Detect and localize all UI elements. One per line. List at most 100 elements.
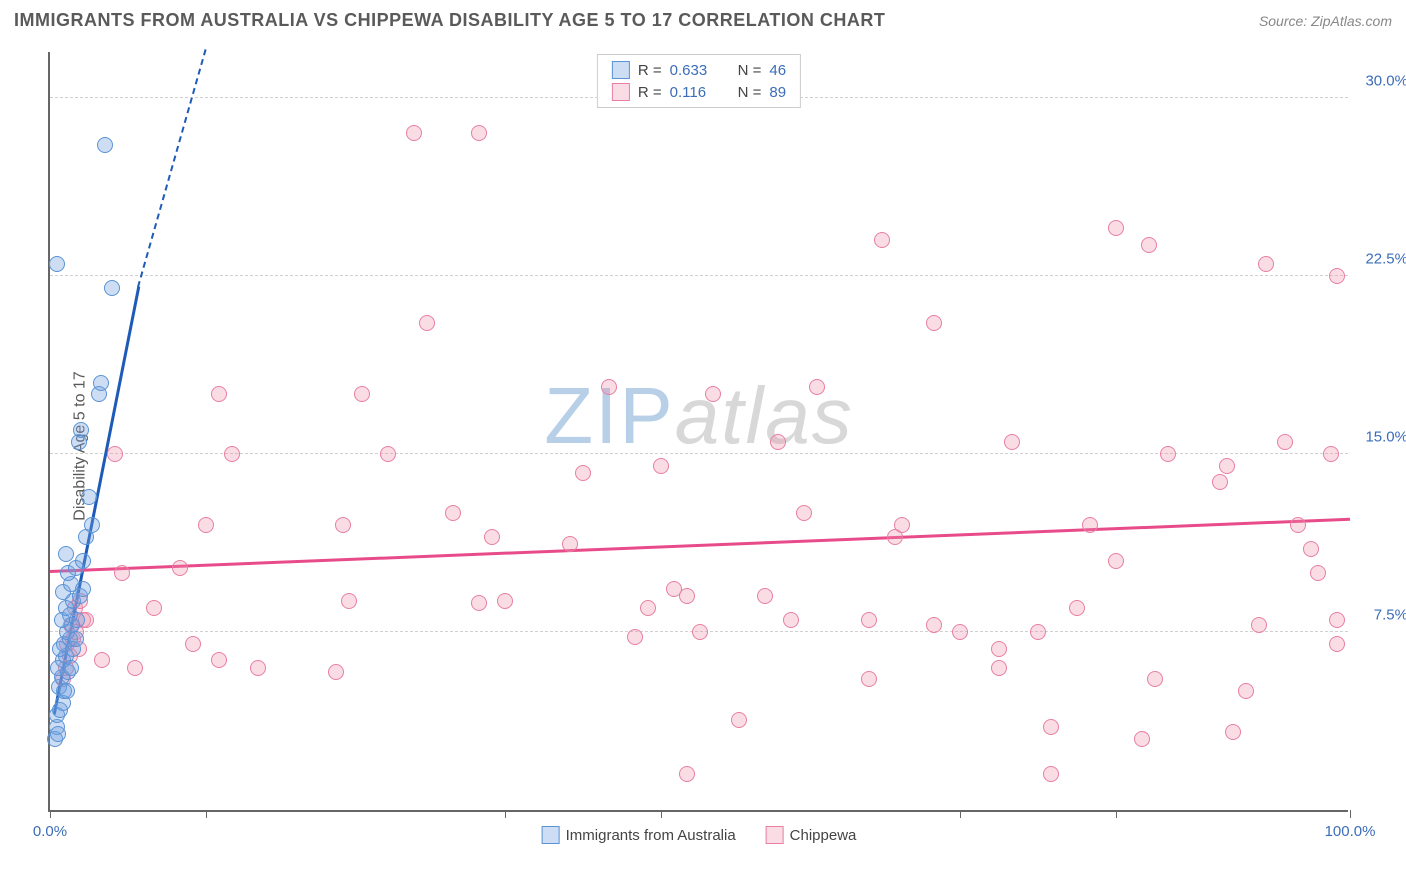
data-point-chippewa — [1147, 671, 1163, 687]
data-point-chippewa — [679, 766, 695, 782]
data-point-chippewa — [562, 536, 578, 552]
legend-item-chippewa: Chippewa — [766, 826, 857, 844]
data-point-chippewa — [952, 624, 968, 640]
data-point-chippewa — [783, 612, 799, 628]
data-point-chippewa — [1082, 517, 1098, 533]
x-tick — [206, 810, 207, 818]
data-point-chippewa — [640, 600, 656, 616]
data-point-chippewa — [601, 379, 617, 395]
data-point-australia — [63, 660, 79, 676]
data-point-chippewa — [705, 386, 721, 402]
data-point-chippewa — [1329, 636, 1345, 652]
data-point-chippewa — [380, 446, 396, 462]
x-tick — [1116, 810, 1117, 818]
r-value: 0.633 — [670, 62, 720, 79]
y-tick-label: 15.0% — [1365, 428, 1406, 445]
data-point-chippewa — [1134, 731, 1150, 747]
data-point-australia — [58, 546, 74, 562]
data-point-chippewa — [1258, 256, 1274, 272]
data-point-chippewa — [1069, 600, 1085, 616]
r-label: R = — [638, 84, 662, 101]
data-point-chippewa — [731, 712, 747, 728]
data-point-chippewa — [575, 465, 591, 481]
data-point-chippewa — [1290, 517, 1306, 533]
legend-swatch — [612, 61, 630, 79]
x-tick — [505, 810, 506, 818]
trend-line-dash-australia — [137, 49, 207, 287]
data-point-chippewa — [172, 560, 188, 576]
x-tick-label: 100.0% — [1325, 823, 1376, 840]
data-point-chippewa — [1225, 724, 1241, 740]
data-point-chippewa — [335, 517, 351, 533]
data-point-australia — [93, 375, 109, 391]
data-point-chippewa — [1323, 446, 1339, 462]
data-point-chippewa — [874, 232, 890, 248]
data-point-chippewa — [679, 588, 695, 604]
x-tick — [1350, 810, 1351, 818]
data-point-chippewa — [1219, 458, 1235, 474]
data-point-chippewa — [926, 617, 942, 633]
data-point-chippewa — [1310, 565, 1326, 581]
data-point-chippewa — [1303, 541, 1319, 557]
chart-title: IMMIGRANTS FROM AUSTRALIA VS CHIPPEWA DI… — [14, 10, 885, 31]
data-point-chippewa — [1108, 553, 1124, 569]
x-tick — [661, 810, 662, 818]
data-point-chippewa — [185, 636, 201, 652]
data-point-chippewa — [809, 379, 825, 395]
source-attribution: Source: ZipAtlas.com — [1259, 13, 1392, 29]
data-point-chippewa — [861, 671, 877, 687]
n-value: 89 — [769, 84, 786, 101]
legend-swatch — [766, 826, 784, 844]
legend-item-australia: Immigrants from Australia — [542, 826, 736, 844]
data-point-chippewa — [1251, 617, 1267, 633]
series-legend: Immigrants from Australia Chippewa — [542, 826, 857, 844]
data-point-chippewa — [770, 434, 786, 450]
legend-row-chippewa: R = 0.116 N = 89 — [612, 81, 786, 103]
data-point-chippewa — [757, 588, 773, 604]
r-value: 0.116 — [670, 84, 720, 101]
data-point-chippewa — [250, 660, 266, 676]
data-point-chippewa — [1141, 237, 1157, 253]
data-point-chippewa — [107, 446, 123, 462]
data-point-chippewa — [1212, 474, 1228, 490]
data-point-chippewa — [224, 446, 240, 462]
data-point-chippewa — [445, 505, 461, 521]
data-point-chippewa — [796, 505, 812, 521]
data-point-chippewa — [894, 517, 910, 533]
n-value: 46 — [769, 62, 786, 79]
n-label: N = — [738, 84, 762, 101]
scatter-plot: ZIPatlas 7.5%15.0%22.5%30.0%0.0%100.0%R … — [48, 52, 1348, 812]
gridline — [50, 453, 1348, 454]
legend-swatch — [612, 83, 630, 101]
data-point-chippewa — [341, 593, 357, 609]
x-tick — [960, 810, 961, 818]
data-point-australia — [75, 581, 91, 597]
trend-line-chippewa — [50, 518, 1350, 573]
data-point-chippewa — [211, 652, 227, 668]
data-point-chippewa — [1043, 766, 1059, 782]
legend-label: Chippewa — [790, 827, 857, 844]
y-tick-label: 22.5% — [1365, 250, 1406, 267]
data-point-chippewa — [1160, 446, 1176, 462]
data-point-chippewa — [991, 641, 1007, 657]
data-point-chippewa — [627, 629, 643, 645]
data-point-chippewa — [1329, 612, 1345, 628]
data-point-chippewa — [1238, 683, 1254, 699]
data-point-chippewa — [1043, 719, 1059, 735]
data-point-chippewa — [861, 612, 877, 628]
data-point-australia — [68, 631, 84, 647]
data-point-australia — [59, 683, 75, 699]
data-point-chippewa — [1329, 268, 1345, 284]
data-point-australia — [75, 553, 91, 569]
data-point-chippewa — [328, 664, 344, 680]
data-point-chippewa — [991, 660, 1007, 676]
x-tick-label: 0.0% — [33, 823, 67, 840]
data-point-australia — [104, 280, 120, 296]
y-tick-label: 30.0% — [1365, 72, 1406, 89]
data-point-chippewa — [497, 593, 513, 609]
data-point-chippewa — [419, 315, 435, 331]
data-point-chippewa — [198, 517, 214, 533]
data-point-chippewa — [1030, 624, 1046, 640]
data-point-australia — [73, 422, 89, 438]
data-point-chippewa — [146, 600, 162, 616]
